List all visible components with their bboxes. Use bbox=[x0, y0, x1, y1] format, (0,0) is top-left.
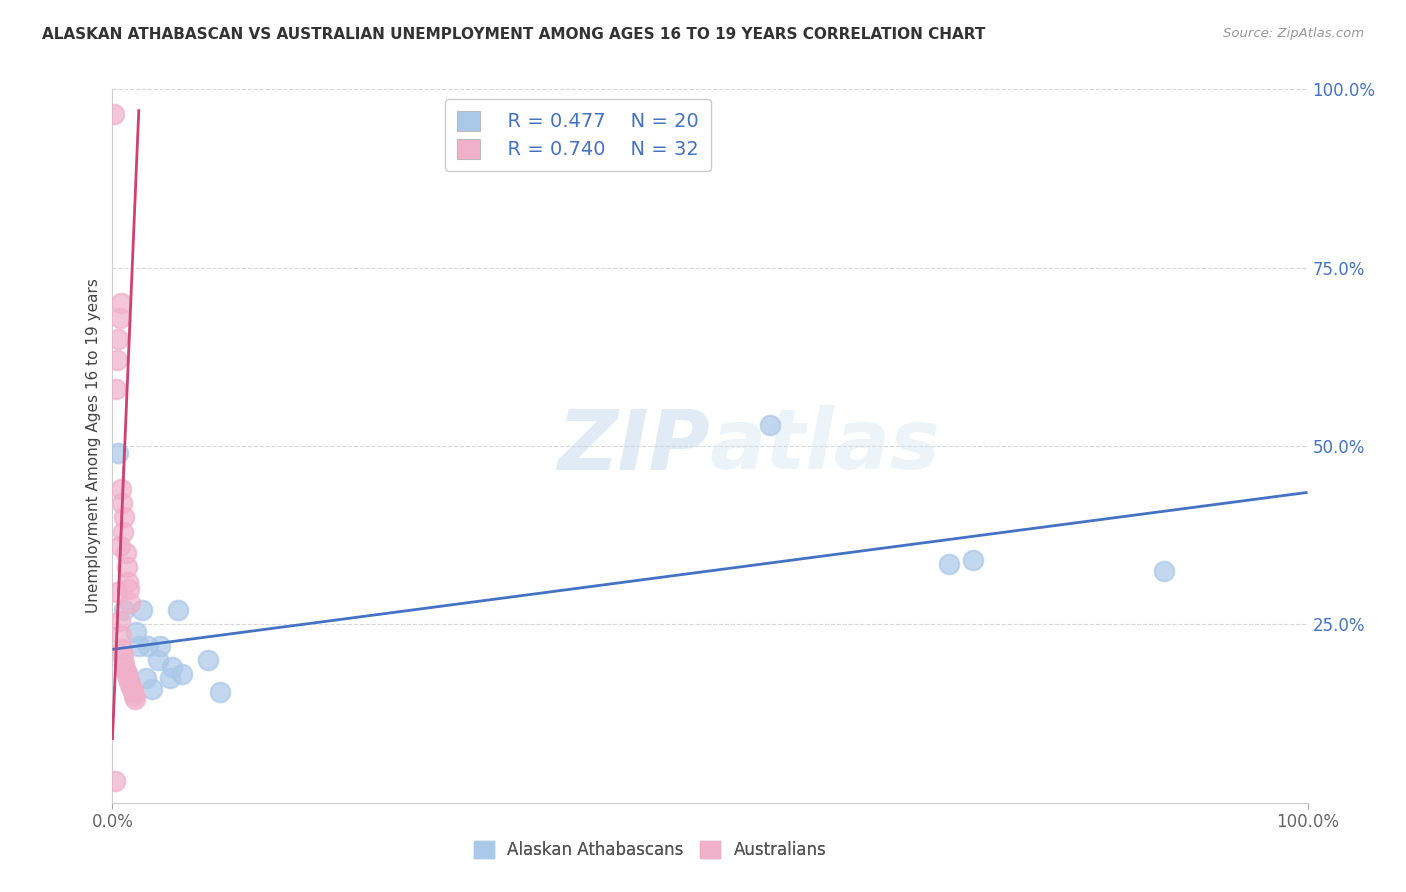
Text: ZIP: ZIP bbox=[557, 406, 710, 486]
Point bbox=[117, 671, 139, 685]
Point bbox=[138, 639, 160, 653]
Point bbox=[111, 642, 134, 657]
Point bbox=[104, 774, 127, 789]
Point bbox=[107, 332, 129, 346]
Point bbox=[118, 674, 141, 689]
Point bbox=[131, 603, 153, 617]
Point bbox=[112, 649, 135, 664]
Point bbox=[759, 417, 782, 432]
Point bbox=[111, 496, 134, 510]
Point bbox=[114, 657, 135, 671]
Point bbox=[105, 382, 128, 396]
Point bbox=[114, 603, 135, 617]
Text: ALASKAN ATHABASCAN VS AUSTRALIAN UNEMPLOYMENT AMONG AGES 16 TO 19 YEARS CORRELAT: ALASKAN ATHABASCAN VS AUSTRALIAN UNEMPLO… bbox=[42, 27, 986, 42]
Point bbox=[107, 446, 129, 460]
Point bbox=[135, 671, 157, 685]
Point bbox=[159, 671, 181, 685]
Point bbox=[149, 639, 172, 653]
Point bbox=[208, 685, 231, 699]
Point bbox=[121, 685, 143, 699]
Legend: Alaskan Athabascans, Australians: Alaskan Athabascans, Australians bbox=[467, 834, 834, 866]
Point bbox=[122, 689, 145, 703]
Text: Source: ZipAtlas.com: Source: ZipAtlas.com bbox=[1223, 27, 1364, 40]
Point bbox=[197, 653, 219, 667]
Point bbox=[118, 582, 141, 596]
Point bbox=[120, 596, 142, 610]
Point bbox=[108, 310, 131, 325]
Point bbox=[124, 692, 146, 706]
Point bbox=[121, 681, 143, 696]
Point bbox=[110, 296, 132, 310]
Point bbox=[162, 660, 183, 674]
Point bbox=[110, 482, 132, 496]
Point bbox=[105, 353, 128, 368]
Point bbox=[110, 628, 132, 642]
Point bbox=[128, 639, 150, 653]
Point bbox=[114, 546, 136, 560]
Point bbox=[962, 553, 984, 567]
Text: atlas: atlas bbox=[710, 406, 941, 486]
Point bbox=[115, 667, 138, 681]
Point bbox=[108, 614, 131, 628]
Point bbox=[120, 678, 142, 692]
Point bbox=[141, 681, 163, 696]
Point bbox=[114, 664, 136, 678]
Point bbox=[117, 574, 139, 589]
Point bbox=[170, 667, 193, 681]
Point bbox=[115, 560, 138, 574]
Point bbox=[167, 603, 190, 617]
Point bbox=[1153, 564, 1175, 578]
Point bbox=[125, 624, 148, 639]
Point bbox=[112, 524, 135, 539]
Point bbox=[105, 585, 128, 599]
Point bbox=[938, 557, 960, 571]
Point bbox=[146, 653, 169, 667]
Point bbox=[108, 539, 131, 553]
Y-axis label: Unemployment Among Ages 16 to 19 years: Unemployment Among Ages 16 to 19 years bbox=[86, 278, 101, 614]
Point bbox=[114, 510, 135, 524]
Point bbox=[103, 107, 125, 121]
